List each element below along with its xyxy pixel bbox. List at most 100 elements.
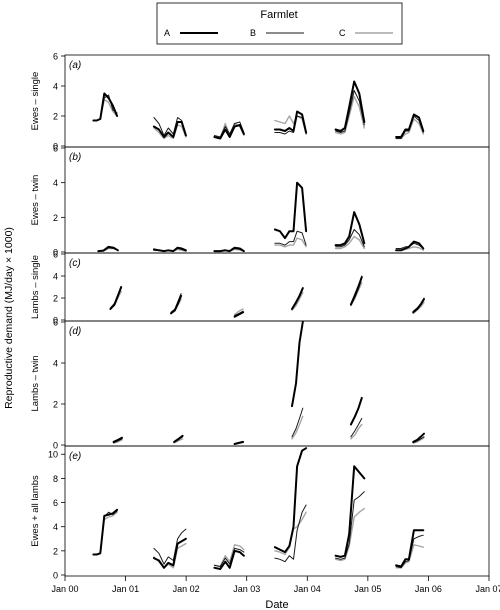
panel-frame xyxy=(64,445,490,577)
panel-4: (d) Lambs – twin 0 2 4 6 xyxy=(30,318,490,451)
y-tick-label: 2 xyxy=(53,294,58,304)
panel-label: (a) xyxy=(69,60,81,71)
panel-y-label: Ewes + all lambs xyxy=(30,475,41,547)
legend-box xyxy=(156,2,403,45)
series-line-c xyxy=(173,438,184,444)
series-line-a xyxy=(152,537,187,569)
panel-series xyxy=(92,80,425,140)
series-line-a xyxy=(273,181,308,240)
y-tick-label: 4 xyxy=(53,359,58,369)
panel-3: (c) Lambs – single 0 2 4 6 xyxy=(30,250,490,326)
panel-series xyxy=(112,321,425,445)
series-line-c xyxy=(350,423,363,440)
y-tick-label: 4 xyxy=(53,82,58,92)
y-tick-label: 6 xyxy=(53,250,58,260)
series-line-b xyxy=(153,117,187,136)
x-axis: Jan 00 Jan 01 Jan 02 Jan 03 Jan 04 Jan 05 Jan … xyxy=(51,576,500,594)
series-line-a xyxy=(112,436,123,443)
x-tick-label: Jan 07 xyxy=(475,584,500,594)
series-line-a xyxy=(349,396,363,426)
series-line-a xyxy=(291,321,304,408)
series-line-b xyxy=(92,510,118,555)
panel-2: (b) Ewes – twin 0 2 4 6 xyxy=(30,144,490,258)
x-tick-label: Jan 06 xyxy=(415,584,442,594)
y-tick-label: 0 xyxy=(53,248,58,258)
panel-frame xyxy=(64,252,490,322)
series-line-c xyxy=(274,511,307,556)
y-tick-label: 2 xyxy=(53,213,58,223)
series-line-a xyxy=(334,211,366,247)
series-line-a xyxy=(213,549,245,570)
series-line-c xyxy=(334,235,365,250)
legend-label-a: A xyxy=(164,28,170,38)
series-line-a xyxy=(233,440,245,445)
series-line-b xyxy=(274,230,307,246)
panel-series xyxy=(92,447,425,570)
series-line-a xyxy=(273,447,308,554)
series-line-a xyxy=(152,121,187,138)
x-tick-label: Jan 00 xyxy=(51,584,78,594)
x-axis-title: Date xyxy=(265,599,288,610)
x-tick-label: Jan 05 xyxy=(354,584,381,594)
series-line-c xyxy=(291,291,304,311)
panel-frame xyxy=(64,54,490,148)
series-line-a xyxy=(349,276,363,306)
series-line-a xyxy=(152,246,187,253)
series-line-a xyxy=(213,246,245,253)
y-tick-label: 0 xyxy=(53,441,58,451)
y-tick-label: 2 xyxy=(53,400,58,410)
y-tick-label: 2 xyxy=(53,112,58,122)
series-line-a xyxy=(412,432,425,443)
series-line-b xyxy=(213,547,245,567)
series-line-a xyxy=(109,286,123,310)
series-line-b xyxy=(335,229,365,248)
series-line-b xyxy=(153,528,187,565)
series-line-a xyxy=(291,287,304,310)
y-axis-title: Reproductive demand (MJ/day × 1000) xyxy=(3,227,15,409)
legend: Farmlet A B C xyxy=(156,2,403,45)
panel-5: (e) Ewes + all lambs 0 2 4 6 8 10 xyxy=(30,445,490,581)
series-line-c xyxy=(92,511,118,556)
y-tick-label: 0 xyxy=(53,316,58,326)
y-tick-label: 4 xyxy=(53,272,58,282)
panel-label: (c) xyxy=(69,258,81,269)
series-line-a xyxy=(334,465,366,558)
series-line-c xyxy=(153,124,187,140)
panel-y-label: Ewes – twin xyxy=(30,175,41,226)
series-line-b xyxy=(335,491,365,560)
y-tick-label: 6 xyxy=(53,52,58,62)
series-line-b xyxy=(335,90,365,133)
series-line-a xyxy=(273,110,308,134)
series-line-b xyxy=(274,504,307,563)
series-line-a xyxy=(97,245,119,253)
series-line-a xyxy=(334,80,366,132)
y-tick-label: 4 xyxy=(53,522,58,532)
panel-label: (d) xyxy=(69,326,81,337)
series-line-c xyxy=(274,115,307,135)
panel-frame xyxy=(64,146,490,254)
series-line-c xyxy=(334,507,365,562)
legend-label-c: C xyxy=(339,28,346,38)
x-tick-label: Jan 02 xyxy=(173,584,200,594)
y-tick-label: 0 xyxy=(53,571,58,581)
y-tick-label: 10 xyxy=(48,450,58,460)
series-line-a xyxy=(395,240,425,252)
legend-label-b: B xyxy=(250,28,256,38)
y-tick-label: 2 xyxy=(53,546,58,556)
series-line-b xyxy=(395,534,424,569)
panel-y-label: Lambs – twin xyxy=(30,356,41,412)
y-tick-label: 4 xyxy=(53,178,58,188)
x-tick-label: Jan 01 xyxy=(112,584,139,594)
series-line-c xyxy=(291,415,304,440)
panel-y-label: Lambs – single xyxy=(30,255,41,319)
y-tick-label: 8 xyxy=(53,474,58,484)
panel-series xyxy=(109,275,425,318)
series-line-a xyxy=(173,434,184,443)
series-line-a xyxy=(213,124,245,140)
y-tick-label: 6 xyxy=(53,318,58,328)
panel-series xyxy=(97,181,425,253)
x-tick-label: Jan 04 xyxy=(294,584,321,594)
series-line-a xyxy=(92,92,119,122)
panel-y-label: Ewes – single xyxy=(30,72,41,131)
